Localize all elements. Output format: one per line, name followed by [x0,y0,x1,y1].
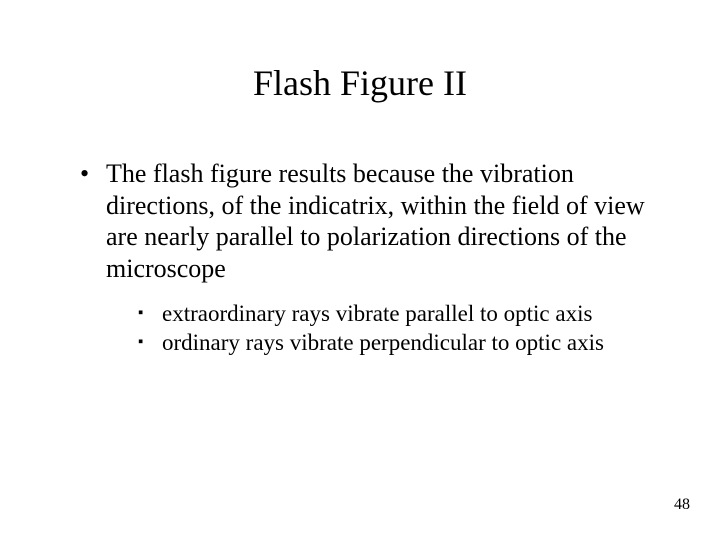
slide: Flash Figure II The flash figure results… [0,0,720,540]
sub-bullet-list: extraordinary rays vibrate parallel to o… [106,299,666,358]
sub-bullet-text: ordinary rays vibrate perpendicular to o… [162,330,604,355]
sub-bullet-text: extraordinary rays vibrate parallel to o… [162,301,592,326]
list-item: extraordinary rays vibrate parallel to o… [138,299,666,328]
page-number: 48 [674,496,690,514]
list-item: ordinary rays vibrate perpendicular to o… [138,328,666,357]
list-item: The flash figure results because the vib… [80,158,666,358]
bullet-list: The flash figure results because the vib… [54,158,666,358]
slide-title: Flash Figure II [54,62,666,104]
bullet-text: The flash figure results because the vib… [106,159,645,283]
